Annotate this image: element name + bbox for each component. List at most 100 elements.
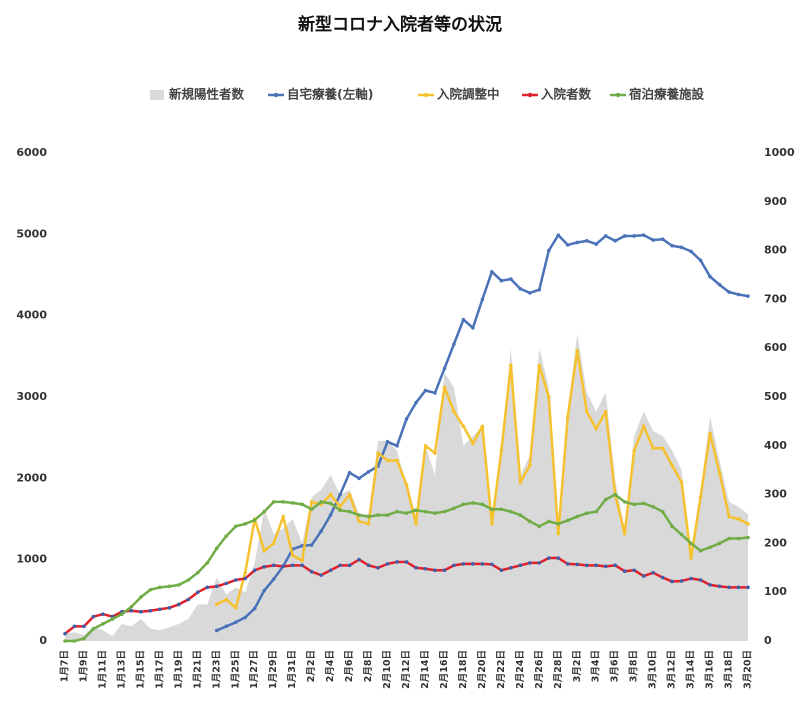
point — [366, 470, 371, 474]
point — [528, 291, 532, 295]
point — [357, 519, 361, 524]
point — [689, 541, 693, 546]
point — [736, 292, 741, 297]
y-tick-label: 5000 — [16, 227, 47, 240]
point — [727, 585, 731, 590]
point — [309, 569, 314, 574]
point — [452, 506, 456, 511]
point — [528, 561, 532, 565]
point — [101, 622, 105, 626]
point — [366, 522, 371, 526]
point — [186, 578, 191, 582]
point — [452, 409, 456, 414]
point — [290, 553, 295, 558]
point — [214, 628, 219, 633]
point — [584, 563, 589, 568]
point — [442, 385, 447, 390]
x-tick-label: 2月8日 — [363, 650, 374, 682]
y2-tick-label: 800 — [764, 244, 787, 257]
point — [338, 492, 342, 497]
legend-swatch-dot — [615, 92, 621, 98]
point — [433, 451, 437, 455]
point — [509, 509, 513, 514]
legend-label: 入院調整中 — [437, 87, 500, 102]
legend-swatch-dot — [423, 92, 429, 98]
point — [252, 518, 257, 522]
point — [328, 492, 333, 497]
point — [518, 513, 523, 517]
point — [205, 561, 210, 565]
x-tick-label: 1月29日 — [268, 650, 279, 689]
point — [414, 508, 418, 513]
x-tick-label: 1月27日 — [249, 650, 260, 689]
point — [490, 562, 494, 567]
x-tick-label: 2月22日 — [496, 650, 507, 689]
point — [243, 615, 248, 620]
point — [376, 451, 380, 455]
point — [148, 608, 153, 613]
point — [546, 248, 551, 253]
point — [528, 519, 532, 524]
y-tick-label: 6000 — [16, 146, 47, 159]
point — [660, 446, 665, 451]
point — [717, 282, 722, 287]
point — [471, 562, 475, 566]
point — [698, 578, 703, 582]
x-tick-label: 2月16日 — [439, 650, 450, 689]
y2-tick-label: 100 — [764, 585, 787, 598]
point — [641, 424, 646, 429]
legend-swatch-dot — [527, 92, 533, 98]
point — [518, 480, 523, 485]
point — [196, 570, 200, 575]
x-tick-label: 3月18日 — [724, 650, 735, 689]
point — [641, 233, 646, 237]
point — [357, 476, 361, 481]
point — [309, 507, 314, 512]
point — [708, 274, 712, 279]
point — [347, 509, 352, 514]
point — [537, 524, 542, 529]
x-tick-label: 1月31日 — [287, 650, 298, 689]
point — [746, 294, 750, 298]
x-tick-label: 1月17日 — [154, 650, 165, 689]
point — [670, 463, 674, 468]
point — [129, 608, 134, 613]
point — [518, 563, 523, 568]
point — [708, 545, 712, 550]
point — [414, 522, 418, 526]
point — [480, 424, 485, 429]
point — [233, 578, 238, 582]
y-tick-label: 0 — [39, 634, 47, 647]
x-tick-label: 3月6日 — [610, 650, 621, 682]
x-tick-label: 3月12日 — [667, 650, 678, 689]
point — [603, 234, 608, 238]
point — [319, 500, 323, 504]
point — [233, 606, 238, 610]
point — [262, 548, 267, 553]
point — [423, 444, 428, 448]
point — [262, 565, 267, 569]
point — [262, 509, 267, 514]
point — [641, 501, 646, 506]
point — [442, 509, 447, 514]
point — [129, 605, 134, 609]
point — [651, 570, 655, 575]
legend-label: 入院者数 — [541, 87, 592, 102]
x-tick-label: 2月12日 — [401, 650, 412, 689]
point — [252, 606, 257, 611]
point — [689, 556, 693, 560]
point — [82, 624, 86, 629]
y2-tick-label: 200 — [764, 536, 787, 549]
point — [594, 242, 599, 246]
point — [537, 561, 542, 565]
point — [404, 560, 409, 564]
point — [565, 562, 570, 566]
point — [224, 597, 229, 602]
point — [679, 245, 684, 250]
point — [679, 480, 684, 485]
y2-tick-label: 500 — [764, 390, 787, 403]
point — [376, 566, 380, 570]
point — [689, 576, 693, 581]
point — [556, 531, 561, 536]
point — [518, 287, 523, 291]
